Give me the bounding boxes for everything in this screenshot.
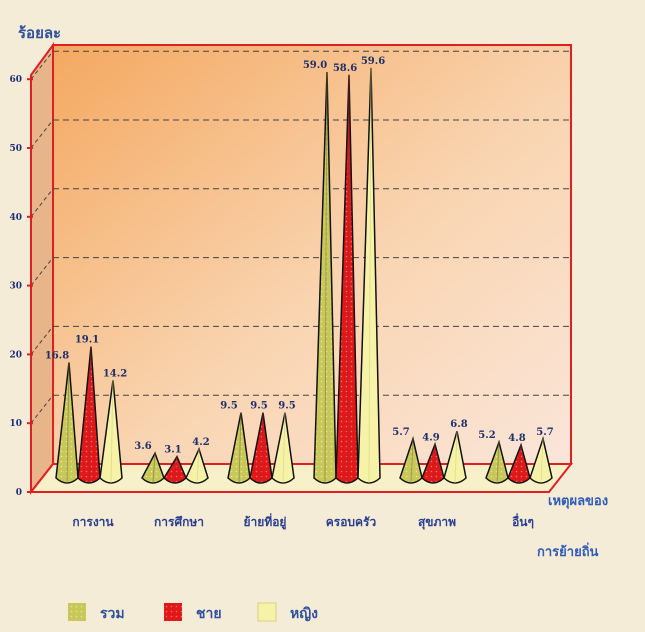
cone-bar-female [443, 431, 467, 484]
category-labels: การงาน การศึกษา ย้ายที่อยู่ ครอบครัว สุขภาพ อ… [72, 513, 534, 530]
y-tick-label: 60 [9, 75, 22, 85]
cone-highlight [238, 412, 242, 484]
y-axis-ticks: 0 10 20 30 40 50 60 [9, 75, 33, 498]
cone-highlight [174, 456, 178, 484]
data-label: 4.8 [508, 433, 525, 444]
data-label: 6.8 [450, 419, 467, 430]
cone-bar-female [185, 446, 209, 484]
cone-highlight [324, 72, 328, 484]
legend-swatch-total [68, 603, 86, 621]
chart-back-wall [52, 44, 572, 465]
cone-bar-female [357, 67, 381, 484]
y-tick-label: 20 [9, 350, 22, 360]
cone-highlight [496, 442, 500, 484]
cone-bar-female [271, 412, 295, 484]
data-label: 9.5 [278, 401, 295, 412]
category-label: การงาน [72, 515, 114, 529]
y-tick-label: 30 [9, 282, 22, 292]
data-labels: 16.8 19.1 14.2 3.6 3.1 4.2 9.5 9.5 9.5 59.0 58.6 59… [45, 56, 554, 456]
cone-highlight [454, 431, 458, 484]
cone-highlight [282, 412, 286, 484]
cone-highlight [196, 449, 200, 484]
data-label: 4.9 [422, 432, 439, 443]
category-label: ย้ายที่อยู่ [244, 513, 287, 530]
gridline-side [30, 50, 54, 80]
cone-highlight [110, 380, 114, 484]
x-axis-label-line2: การย้ายถิ่น [537, 542, 599, 560]
data-label: 9.5 [220, 401, 237, 412]
legend-swatch-male [164, 603, 182, 621]
data-label: 16.8 [45, 350, 69, 361]
data-label: 59.6 [361, 56, 385, 67]
gridline-side [30, 188, 54, 218]
cone-highlight [368, 67, 372, 484]
chart-side-wall [30, 41, 54, 495]
cone-highlight [346, 74, 350, 484]
category-label: อื่นๆ [512, 513, 534, 529]
gridline-side [30, 257, 54, 286]
y-axis-label: ร้อยละ [18, 24, 61, 42]
gridline-side [30, 326, 54, 355]
cone-highlight [66, 362, 70, 484]
x-axis-label-line1: เหตุผลของ [548, 494, 608, 509]
legend-label-total: รวม [100, 606, 125, 622]
data-label: 59.0 [303, 60, 327, 71]
y-tick-label: 10 [9, 419, 22, 429]
data-label: 5.7 [536, 427, 553, 438]
gridlines [30, 50, 571, 424]
cone-highlight [260, 412, 264, 484]
data-label: 3.6 [134, 441, 151, 452]
y-tick-label: 40 [9, 213, 22, 223]
y-tick-label: 50 [9, 144, 22, 154]
legend: รวม ชาย หญิง [68, 602, 318, 622]
data-label: 4.2 [192, 437, 209, 448]
data-label: 9.5 [250, 401, 267, 412]
data-label: 5.2 [478, 430, 495, 441]
cone-highlight [88, 346, 92, 484]
cone-highlight [410, 438, 414, 484]
cone-highlight [518, 444, 522, 484]
cone-highlight [540, 438, 544, 484]
cone-highlight [432, 444, 436, 484]
data-label: 14.2 [103, 368, 127, 379]
data-label: 3.1 [164, 445, 181, 456]
category-label: ครอบครัว [326, 515, 377, 529]
category-label: การศึกษา [154, 515, 204, 529]
bar-cones [55, 67, 553, 484]
data-label: 58.6 [333, 63, 357, 74]
data-label: 5.7 [392, 427, 409, 438]
cone-bar-female [99, 380, 123, 484]
data-label: 19.1 [75, 335, 99, 346]
gridline-side [30, 394, 54, 424]
legend-swatch-female [257, 602, 277, 622]
cone-bar-female [529, 436, 553, 484]
cone-highlight [152, 453, 156, 484]
legend-label-female: หญิง [290, 606, 318, 622]
legend-label-male: ชาย [196, 606, 222, 622]
gridline-side [30, 119, 54, 149]
category-label: สุขภาพ [418, 515, 456, 530]
y-tick-label: 0 [16, 488, 22, 498]
